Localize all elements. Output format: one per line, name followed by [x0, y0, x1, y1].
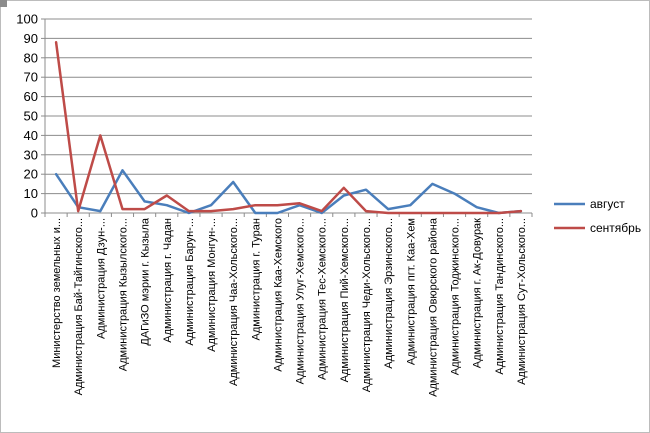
x-tick-label: Администрация Дзун-... [95, 218, 107, 339]
x-tick-label: Администрация Барун-... [184, 218, 196, 346]
y-tick-label: 10 [24, 186, 38, 201]
y-tick-label: 90 [24, 31, 38, 46]
x-tick-label: Администрация Сут-Хольского... [516, 218, 528, 385]
x-tick-label: Администрация г. Чадан [162, 218, 174, 343]
y-tick-label: 40 [24, 128, 38, 143]
gridlines [41, 18, 532, 214]
x-tick-label: Администрация Улуг-Хемского... [295, 218, 307, 384]
legend-label: август [590, 197, 625, 211]
x-tick-label: Администрация Тоджинского... [450, 218, 462, 375]
y-tick-label: 100 [16, 12, 38, 27]
x-tick-label: Администрация г. Ак-Довурак [472, 218, 484, 368]
legend: август сентябрь [554, 197, 641, 235]
y-tick-label: 60 [24, 89, 38, 104]
axes [44, 19, 533, 217]
x-tick-label: Администрация Монгун-... [206, 218, 218, 352]
series-line-1 [54, 169, 523, 215]
y-tick-label: 0 [31, 206, 38, 221]
x-tick-label: Администрация Каа-Хемского [272, 218, 284, 372]
x-tick-label: Администрация Пий-Хемского... [339, 218, 351, 382]
series-lines [54, 41, 523, 215]
window-corner-marker [0, 0, 7, 7]
y-tick-label: 70 [24, 70, 38, 85]
x-tick-label: Администрация Тес-Хемского... [317, 218, 329, 380]
y-tick-label: 50 [24, 109, 38, 124]
y-tick-labels: 0 10 20 30 40 50 60 70 80 90 100 [16, 12, 38, 221]
x-tick-label: Администрация Тандинского... [494, 218, 506, 375]
x-tick-label: Администрация Бай-Тайгинского... [73, 218, 85, 395]
x-tick-label: ДАГиЗО мэрии г. Кызыла [140, 217, 152, 346]
x-tick-labels: Министерство земельных и... Администрация… [51, 217, 528, 397]
x-tick-label: Администрация Чаа-Хольского... [228, 218, 240, 386]
y-tick-label: 20 [24, 167, 38, 182]
x-tick-label: Администрация Кызылского... [117, 218, 129, 371]
y-tick-label: 30 [24, 147, 38, 162]
y-tick-label: 80 [24, 50, 38, 65]
series-line-2 [54, 41, 523, 215]
x-tick-label: Администрация г. Туран [250, 218, 262, 340]
x-tick-label: Администрация Эрзинского... [383, 218, 395, 369]
x-tick-label: Администрация Овюрского района [427, 217, 439, 397]
x-tick-label: Министерство земельных и... [51, 218, 63, 368]
x-tick-label: Администрация Чеди-Хольского... [361, 218, 373, 392]
legend-label: сентябрь [590, 221, 641, 235]
x-tick-label: Администрация пгт. Каа-Хем [405, 218, 417, 365]
